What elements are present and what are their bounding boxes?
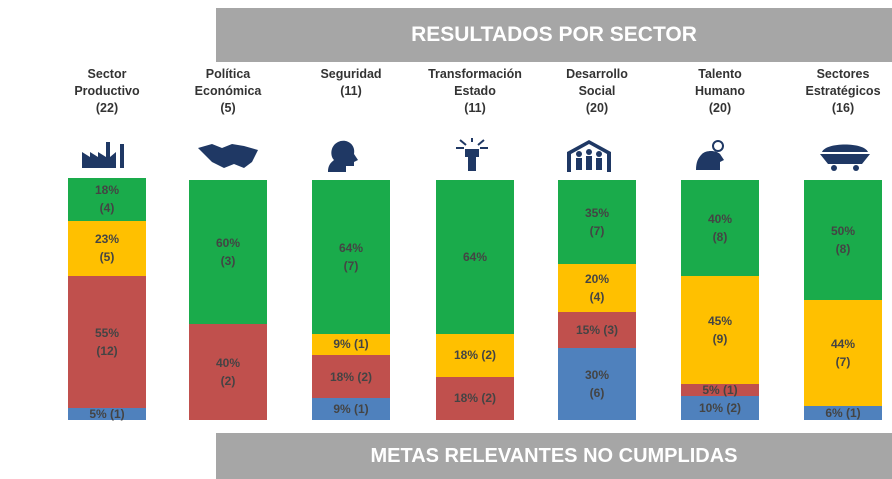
bar-segment: 23% (5) <box>68 220 146 276</box>
value-label: 5% (1) <box>702 383 738 397</box>
value-label: 9% (1) <box>333 402 369 417</box>
talent-icon <box>696 140 724 170</box>
value-label: 18% (2) <box>453 391 497 406</box>
category-label: Política Económica (5) <box>194 67 262 115</box>
chart-title: RESULTADOS POR SECTOR <box>216 8 892 62</box>
value-label: 18% (2) <box>453 348 497 363</box>
bar-segment: 35% (7) <box>558 180 636 264</box>
value-label: 30% (6) <box>584 368 610 400</box>
bar-segment: 9% (1) <box>312 333 390 356</box>
category-label: Transformación Estado (11) <box>428 67 522 115</box>
bar-segment: 55% (12) <box>68 276 146 408</box>
footer-title: METAS RELEVANTES NO CUMPLIDAS <box>216 433 892 479</box>
value-label: 5% (1) <box>89 407 125 421</box>
category-label: Sector Productivo (22) <box>74 67 140 115</box>
value-label: 64% (7) <box>338 240 364 273</box>
bar-segment: 6% (1) <box>804 405 882 420</box>
bar-segment: 18% (4) <box>68 177 146 221</box>
value-label: 10% (2) <box>698 401 742 415</box>
category-label: Desarrollo Social (20) <box>566 67 628 115</box>
value-label: 20% (4) <box>584 272 610 304</box>
bar-segment: 40% (2) <box>189 324 267 420</box>
head-icon <box>328 140 358 172</box>
category-label: Sectores Estratégicos (16) <box>805 67 881 115</box>
value-label: 40% (8) <box>707 212 733 244</box>
value-label: 18% (4) <box>94 183 120 216</box>
category-label: Talento Humano (20) <box>695 67 745 115</box>
cart-icon <box>820 144 870 171</box>
family-icon <box>567 140 611 172</box>
value-label: 60% (3) <box>215 236 241 268</box>
bar-segment: 5% (1) <box>681 383 759 397</box>
bar-segment: 30% (6) <box>558 348 636 420</box>
factory-icon <box>82 142 124 168</box>
bar-segment: 64% <box>436 180 514 334</box>
bar-segment: 18% (2) <box>312 355 390 399</box>
value-label: 55% (12) <box>94 326 120 358</box>
value-label: 6% (1) <box>825 405 861 420</box>
value-label: 45% (9) <box>707 314 733 346</box>
value-label: 18% (2) <box>329 369 373 384</box>
bar-segment: 45% (9) <box>681 276 759 384</box>
bar-segment: 5% (1) <box>68 407 146 421</box>
value-label: 23% (5) <box>94 232 120 265</box>
bar-segment: 60% (3) <box>189 180 267 324</box>
bar-segment: 64% (7) <box>312 180 390 334</box>
bar-segment: 40% (8) <box>681 180 759 276</box>
category-label: Seguridad (11) <box>320 67 382 98</box>
value-label: 50% (8) <box>830 224 856 256</box>
bar-segment: 44% (7) <box>804 300 882 406</box>
bar-segment: 18% (2) <box>436 376 514 420</box>
bar-segment: 20% (4) <box>558 264 636 312</box>
bar-segment: 50% (8) <box>804 180 882 300</box>
value-label: 64% <box>462 249 488 264</box>
value-label: 40% (2) <box>215 356 241 388</box>
light-icon <box>456 138 488 171</box>
bar-segment: 9% (1) <box>312 398 390 420</box>
value-label: 9% (1) <box>333 337 369 352</box>
handshake-icon <box>198 144 258 168</box>
bar-segment: 10% (2) <box>681 396 759 420</box>
bar-segment: 18% (2) <box>436 333 514 377</box>
value-label: 35% (7) <box>584 206 610 238</box>
value-label: 15% (3) <box>575 323 619 337</box>
value-label: 44% (7) <box>830 336 856 369</box>
bar-segment: 15% (3) <box>558 312 636 348</box>
